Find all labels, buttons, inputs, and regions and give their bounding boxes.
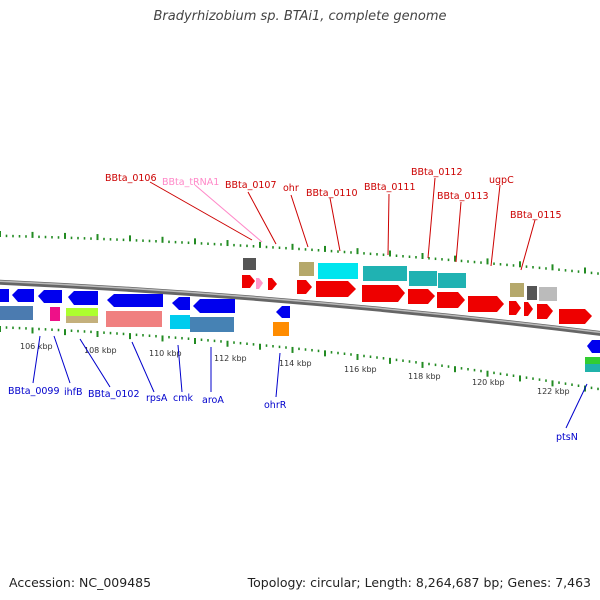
gene-feature[interactable] — [107, 294, 163, 307]
gene-label[interactable]: BBta_0112 — [411, 167, 463, 178]
gene-label[interactable]: BBta_0115 — [510, 210, 562, 221]
gene-feature[interactable] — [268, 278, 277, 290]
gene-feature[interactable] — [408, 289, 435, 304]
bottom-label-leaders — [32, 335, 588, 429]
gene-feature[interactable] — [362, 285, 405, 302]
top-labels: BBta_0106 BBta_tRNA1 BBta_0107 ohr BBta_… — [105, 167, 562, 221]
gene-label[interactable]: ugpC — [489, 175, 514, 186]
scale-label: 110 kbp — [149, 349, 182, 358]
gene-feature[interactable] — [172, 297, 190, 310]
tick-row-bottom — [0, 326, 599, 392]
gene-label[interactable]: aroA — [202, 395, 224, 406]
gene-feature[interactable] — [170, 315, 190, 329]
gene-feature[interactable] — [527, 286, 537, 300]
gene-feature[interactable] — [242, 275, 255, 288]
gene-label[interactable]: BBta_0107 — [225, 180, 277, 191]
gene-feature[interactable] — [276, 306, 290, 318]
gene-label[interactable]: ohr — [283, 183, 299, 194]
gene-feature[interactable] — [510, 283, 524, 297]
gene-feature[interactable] — [559, 309, 592, 324]
gene-label[interactable]: BBta_0113 — [437, 191, 489, 202]
gene-feature[interactable] — [38, 290, 62, 303]
gene-label[interactable]: BBta_0099 — [8, 386, 60, 397]
gene-feature[interactable] — [316, 281, 356, 297]
gene-label[interactable]: ihfB — [64, 387, 83, 398]
gene-label[interactable]: ohrR — [264, 400, 287, 411]
genome-backbone-highlight — [0, 280, 600, 334]
scale-label: 118 kbp — [408, 372, 441, 381]
gene-feature[interactable] — [50, 307, 60, 321]
gene-feature[interactable] — [12, 289, 34, 302]
scale-label: 114 kbp — [279, 359, 312, 368]
gene-feature[interactable] — [66, 308, 98, 316]
gene-label[interactable]: BBta_tRNA1 — [162, 177, 219, 188]
gene-feature[interactable] — [243, 258, 256, 270]
gene-feature[interactable] — [68, 291, 98, 305]
gene-feature[interactable] — [509, 301, 521, 315]
scale-labels: 106 kbp 108 kbp 110 kbp 112 kbp 114 kbp … — [20, 342, 570, 396]
scale-label: 116 kbp — [344, 365, 377, 374]
gene-feature[interactable] — [318, 263, 358, 279]
genome-backbone — [0, 279, 600, 336]
gene-feature[interactable] — [0, 289, 9, 302]
gene-feature[interactable] — [537, 304, 553, 319]
gene-label[interactable]: BBta_0106 — [105, 173, 157, 184]
scale-label: 120 kbp — [472, 378, 505, 387]
gene-feature[interactable] — [190, 317, 234, 332]
scale-label: 106 kbp — [20, 342, 53, 351]
gene-label[interactable]: ptsN — [556, 432, 578, 443]
gene-label[interactable]: BBta_0111 — [364, 182, 416, 193]
gene-feature[interactable] — [106, 311, 162, 327]
gene-feature[interactable] — [438, 273, 466, 288]
gene-label[interactable]: cmk — [173, 393, 193, 404]
gene-feature[interactable] — [193, 299, 235, 313]
gene-label[interactable]: rpsA — [146, 393, 168, 404]
scale-label: 112 kbp — [214, 354, 247, 363]
gene-feature[interactable] — [468, 296, 504, 312]
gene-feature[interactable] — [297, 280, 312, 294]
gene-label[interactable]: BBta_0102 — [88, 389, 140, 400]
gene-feature[interactable] — [363, 266, 407, 281]
forward-strand-features — [242, 258, 592, 324]
gene-feature[interactable] — [273, 322, 289, 336]
gene-feature[interactable] — [437, 292, 465, 308]
gene-feature[interactable] — [299, 262, 314, 276]
gene-feature[interactable] — [585, 357, 600, 364]
tick-row-top — [0, 231, 599, 275]
map-title: Bradyrhizobium sp. BTAi1, complete genom… — [153, 9, 447, 24]
top-label-leaders — [149, 177, 536, 271]
trna-feature[interactable] — [256, 278, 263, 289]
accession-text: Accession: NC_009485 — [9, 575, 152, 590]
gene-feature[interactable] — [539, 287, 557, 301]
gene-feature[interactable] — [524, 302, 533, 316]
gene-feature[interactable] — [66, 316, 98, 323]
gene-feature[interactable] — [585, 364, 600, 372]
reverse-strand-features — [0, 289, 600, 372]
gene-feature[interactable] — [0, 306, 33, 320]
gene-label[interactable]: BBta_0110 — [306, 188, 358, 199]
genome-summary-text: Topology: circular; Length: 8,264,687 bp… — [247, 575, 591, 590]
scale-label: 108 kbp — [84, 346, 117, 355]
scale-label: 122 kbp — [537, 387, 570, 396]
gene-feature[interactable] — [409, 271, 437, 286]
bottom-labels: BBta_0099 ihfB BBta_0102 rpsA cmk aroA o… — [8, 386, 578, 443]
gene-feature[interactable] — [587, 340, 600, 353]
